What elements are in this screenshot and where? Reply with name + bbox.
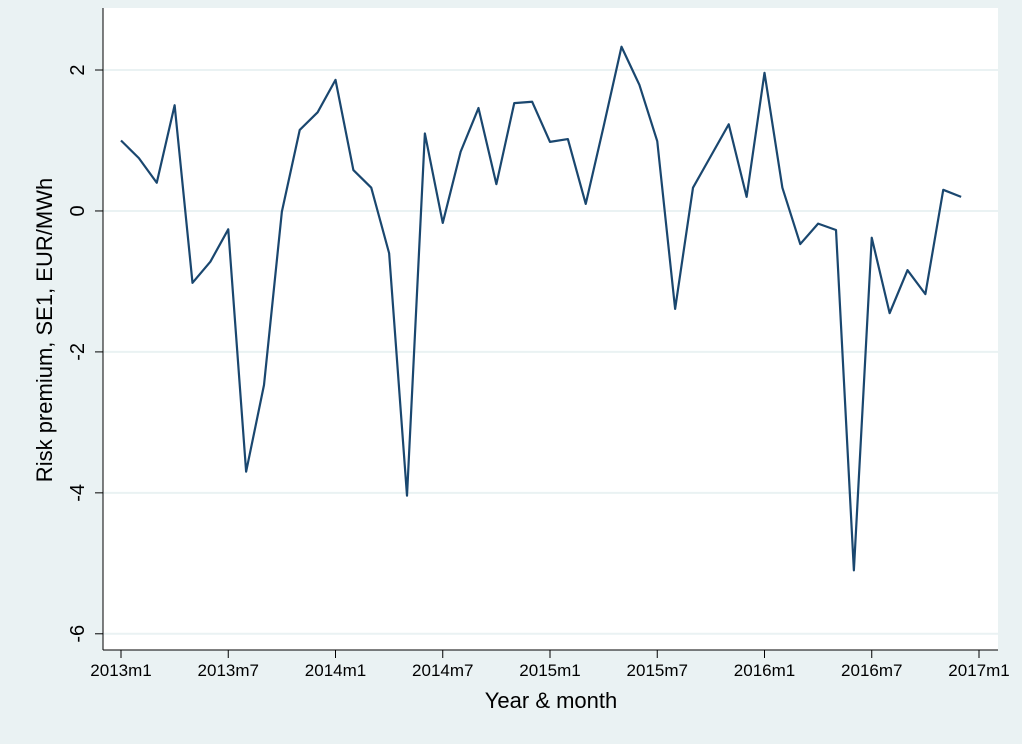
- x-tick-label: 2017m1: [948, 661, 1009, 680]
- y-tick-label: -4: [67, 484, 89, 502]
- y-tick-label: 0: [67, 205, 89, 216]
- x-tick-label: 2015m1: [519, 661, 580, 680]
- plot-area: [103, 8, 998, 650]
- y-tick-label: -6: [67, 625, 89, 643]
- x-tick-label: 2015m7: [627, 661, 688, 680]
- y-axis-title: Risk premium, SE1, EUR/MWh: [32, 178, 57, 482]
- x-axis-title: Year & month: [485, 688, 618, 713]
- y-tick-label: 2: [67, 64, 89, 75]
- x-tick-label: 2016m7: [841, 661, 902, 680]
- y-tick-label: -2: [67, 343, 89, 361]
- x-tick-label: 2014m7: [412, 661, 473, 680]
- x-tick-label: 2013m7: [198, 661, 259, 680]
- x-tick-label: 2014m1: [305, 661, 366, 680]
- data-line: [120, 45, 962, 572]
- x-tick-label: 2013m1: [90, 661, 151, 680]
- x-tick-label: 2016m1: [734, 661, 795, 680]
